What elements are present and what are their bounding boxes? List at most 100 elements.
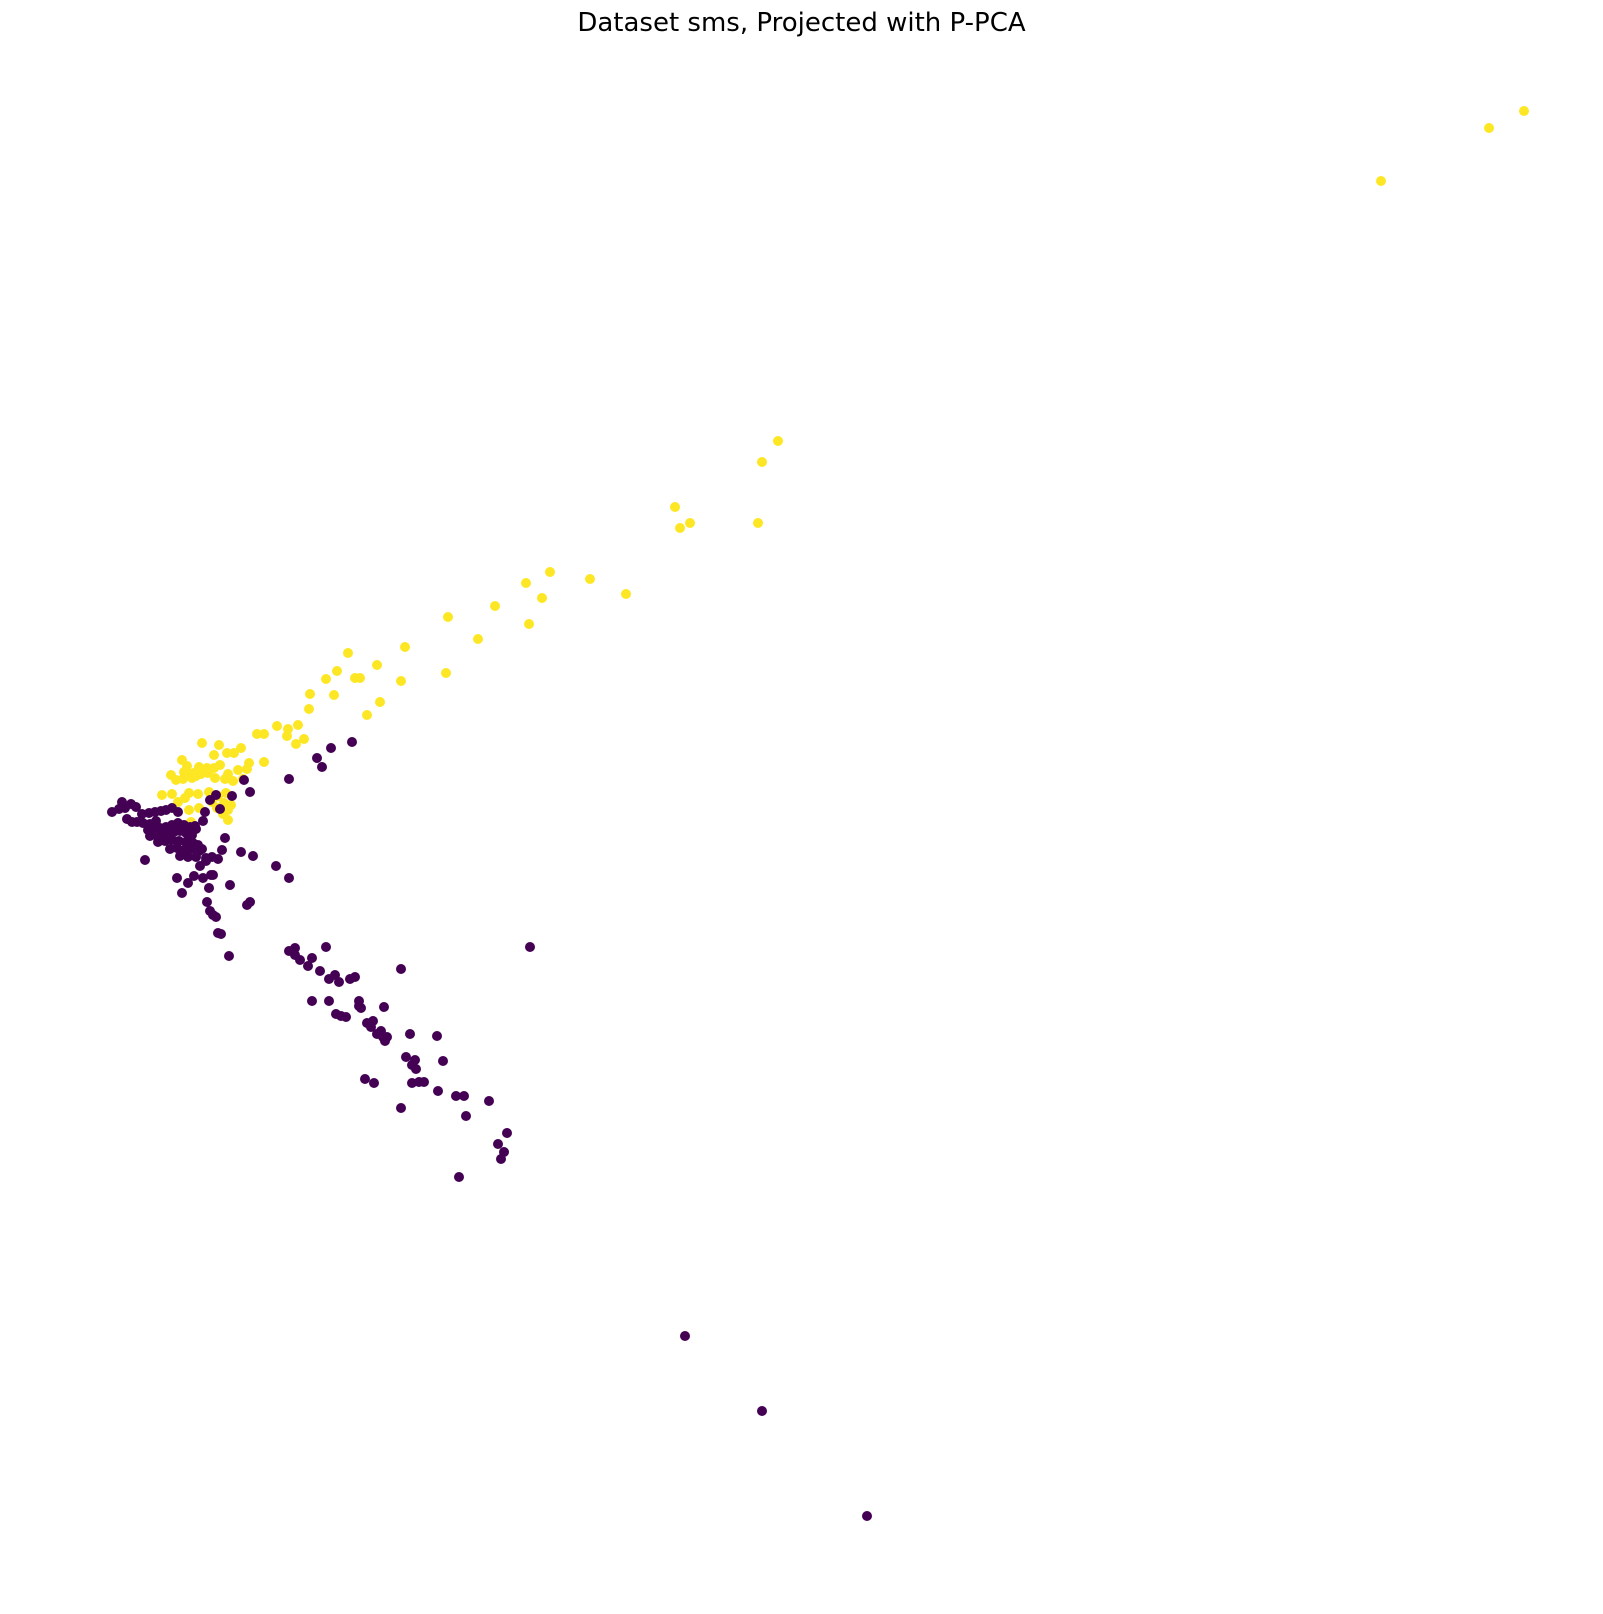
data-point	[379, 1002, 389, 1012]
data-point	[368, 1016, 378, 1026]
data-point	[180, 793, 190, 803]
data-point	[236, 743, 246, 753]
data-point	[356, 1003, 366, 1013]
data-point	[315, 966, 325, 976]
data-point	[191, 852, 201, 862]
data-point	[233, 765, 243, 775]
data-point	[187, 830, 197, 840]
data-point	[493, 1139, 503, 1149]
data-point	[197, 844, 207, 854]
data-point	[157, 790, 167, 800]
data-point	[410, 1055, 420, 1065]
series-yellow	[157, 106, 1529, 827]
data-point	[228, 776, 238, 786]
data-point	[369, 1078, 379, 1088]
data-point	[206, 870, 216, 880]
data-point	[326, 743, 336, 753]
data-point	[473, 634, 483, 644]
data-point	[396, 964, 406, 974]
data-point	[1484, 123, 1494, 133]
data-point	[757, 1406, 767, 1416]
data-point	[438, 1056, 448, 1066]
data-point	[1519, 106, 1529, 116]
data-point	[245, 787, 255, 797]
data-point	[117, 797, 127, 807]
data-point	[332, 666, 342, 676]
data-point	[211, 912, 221, 922]
data-point	[411, 1064, 421, 1074]
chart-title: Dataset sms, Projected with P-PCA	[577, 8, 1026, 38]
data-point	[324, 996, 334, 1006]
data-point	[189, 871, 199, 881]
data-point	[299, 734, 309, 744]
data-point	[545, 567, 555, 577]
data-point	[200, 807, 210, 817]
data-point	[204, 883, 214, 893]
data-point	[405, 1029, 415, 1039]
data-point	[198, 873, 208, 883]
data-point	[227, 791, 237, 801]
data-point	[242, 764, 252, 774]
data-point	[461, 1111, 471, 1121]
data-point	[419, 1077, 429, 1087]
data-point	[304, 704, 314, 714]
data-point	[271, 861, 281, 871]
data-point	[193, 789, 203, 799]
data-point	[317, 762, 327, 772]
data-point	[347, 737, 357, 747]
data-point	[239, 775, 249, 785]
data-point	[375, 697, 385, 707]
data-point	[484, 1096, 494, 1106]
data-point	[670, 502, 680, 512]
data-point	[524, 619, 534, 629]
data-point	[303, 961, 313, 971]
data-point	[307, 953, 317, 963]
data-point	[293, 720, 303, 730]
data-point	[259, 729, 269, 739]
data-point	[172, 873, 182, 883]
data-point	[396, 1103, 406, 1113]
data-point	[252, 729, 262, 739]
data-point	[307, 996, 317, 1006]
data-point	[382, 1032, 392, 1042]
data-point	[525, 942, 535, 952]
data-point	[372, 660, 382, 670]
data-point	[272, 721, 282, 731]
data-point	[753, 518, 763, 528]
data-point	[225, 880, 235, 890]
data-point	[396, 676, 406, 686]
data-point	[341, 1012, 351, 1022]
data-point	[355, 673, 365, 683]
data-point	[259, 757, 269, 767]
data-point	[220, 833, 230, 843]
data-point	[521, 578, 531, 588]
data-point	[502, 1128, 512, 1138]
data-point	[217, 845, 227, 855]
data-point	[205, 795, 215, 805]
data-point	[209, 750, 219, 760]
data-point	[305, 689, 315, 699]
data-point	[459, 1091, 469, 1101]
data-point	[184, 805, 194, 815]
data-point	[216, 929, 226, 939]
data-point	[291, 739, 301, 749]
data-point	[321, 942, 331, 952]
data-point	[362, 710, 372, 720]
data-point	[343, 648, 353, 658]
data-point	[210, 773, 220, 783]
data-point	[312, 753, 322, 763]
data-point	[220, 774, 230, 784]
data-point	[203, 768, 213, 778]
data-point	[222, 748, 232, 758]
data-point	[685, 518, 695, 528]
data-point	[177, 888, 187, 898]
data-point	[290, 943, 300, 953]
data-point	[284, 774, 294, 784]
data-point	[400, 642, 410, 652]
data-point	[441, 668, 451, 678]
data-point	[585, 574, 595, 584]
data-point	[284, 873, 294, 883]
data-point	[773, 436, 783, 446]
data-point	[191, 771, 201, 781]
data-point	[454, 1172, 464, 1182]
